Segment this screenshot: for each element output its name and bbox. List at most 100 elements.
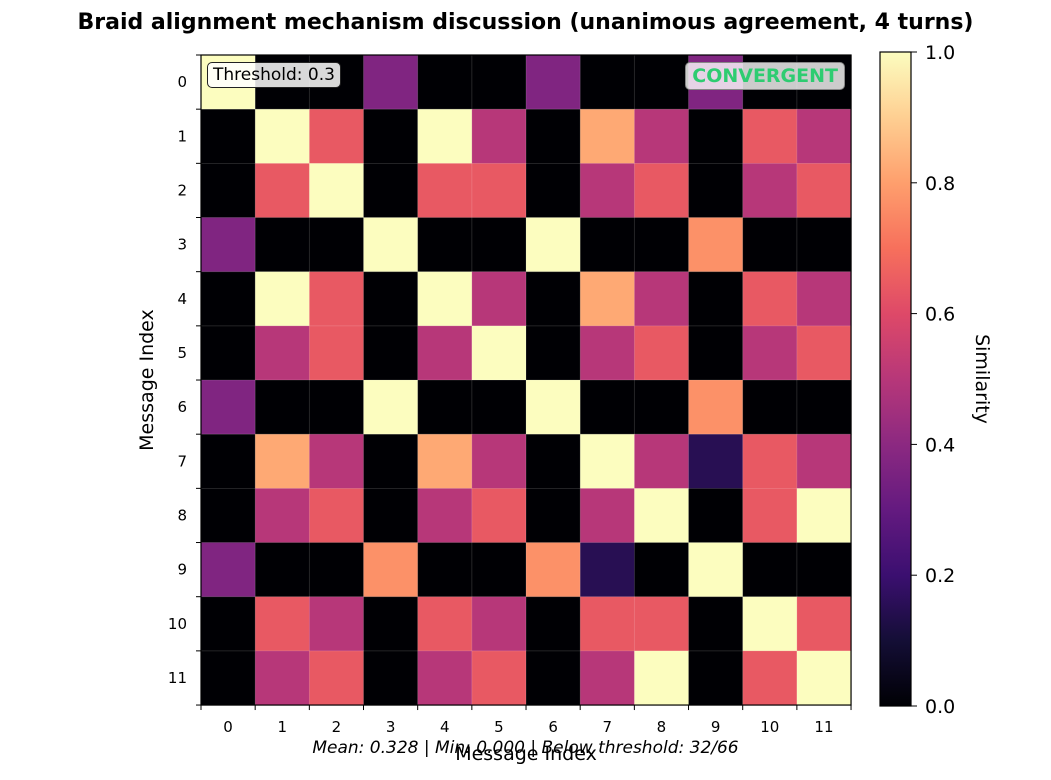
heatmap-cell <box>255 434 310 489</box>
colorbar-ticks: 0.0 0.2 0.4 0.6 0.8 1.0 <box>911 42 955 718</box>
heatmap-cell <box>471 542 527 598</box>
heatmap-cell <box>471 163 527 219</box>
heatmap-cell <box>255 109 310 164</box>
heatmap-grid <box>201 55 852 706</box>
x-tick-label: 2 <box>332 718 342 736</box>
heatmap-cell <box>471 109 527 164</box>
x-tick-label: 8 <box>657 718 667 736</box>
heatmap-cell <box>309 109 365 164</box>
heatmap-cell <box>363 109 419 164</box>
heatmap-cell <box>688 217 744 273</box>
heatmap-cell <box>417 271 473 327</box>
heatmap-cell <box>634 271 690 327</box>
heatmap-cell <box>796 325 852 381</box>
heatmap-cell <box>526 650 581 706</box>
heatmap-cell <box>742 650 798 706</box>
status-badge: CONVERGENT <box>685 62 845 90</box>
heatmap-cell <box>526 109 581 164</box>
heatmap-cells <box>201 55 852 706</box>
heatmap-cell <box>634 434 690 489</box>
x-tick-label: 7 <box>603 718 613 736</box>
y-tick-label: 9 <box>177 561 187 579</box>
heatmap-cell <box>526 217 581 273</box>
heatmap-cell <box>526 488 581 544</box>
heatmap-cell <box>471 217 527 273</box>
heatmap-cell <box>580 380 635 435</box>
heatmap-cell <box>471 271 527 327</box>
heatmap-cell <box>634 109 690 164</box>
heatmap-cell <box>688 325 744 381</box>
heatmap-cell <box>201 325 256 381</box>
heatmap-cell <box>742 109 798 164</box>
x-tick-label: 5 <box>494 718 504 736</box>
heatmap-cell <box>634 325 690 381</box>
heatmap-cell <box>580 163 635 219</box>
heatmap-cell <box>742 163 798 219</box>
x-tick-label: 0 <box>223 718 233 736</box>
heatmap-cell <box>471 488 527 544</box>
heatmap-cell <box>417 217 473 273</box>
heatmap-cell <box>201 380 256 435</box>
heatmap-cell <box>796 488 852 544</box>
heatmap-cell <box>417 55 473 110</box>
heatmap-cell <box>742 488 798 544</box>
heatmap-cell <box>688 163 744 219</box>
heatmap-cell <box>742 434 798 489</box>
heatmap-cell <box>580 650 635 706</box>
heatmap-cell <box>634 542 690 598</box>
heatmap-cell <box>417 488 473 544</box>
heatmap-cell <box>201 434 256 489</box>
heatmap-cell <box>580 217 635 273</box>
heatmap-cell <box>742 542 798 598</box>
heatmap-cell <box>363 271 419 327</box>
y-tick-label: 5 <box>177 344 187 362</box>
heatmap-cell <box>688 542 744 598</box>
heatmap-cell <box>309 217 365 273</box>
heatmap-cell <box>309 488 365 544</box>
heatmap-cell <box>742 380 798 435</box>
y-tick-label: 2 <box>177 181 187 199</box>
heatmap-cell <box>201 163 256 219</box>
heatmap-cell <box>309 163 365 219</box>
colorbar-tick-label: 1.0 <box>925 42 955 64</box>
heatmap-cell <box>201 109 256 164</box>
heatmap-cell <box>796 542 852 598</box>
heatmap-cell <box>526 596 581 652</box>
y-tick-label: 7 <box>177 452 187 470</box>
heatmap-cell <box>363 596 419 652</box>
heatmap-cell <box>688 271 744 327</box>
heatmap-cell <box>742 596 798 652</box>
heatmap-cell <box>526 271 581 327</box>
y-tick-label: 3 <box>177 236 187 254</box>
heatmap-cell <box>417 163 473 219</box>
x-tick-label: 9 <box>711 718 721 736</box>
heatmap-cell <box>580 55 635 110</box>
heatmap-cell <box>796 271 852 327</box>
heatmap-cell <box>255 325 310 381</box>
heatmap-cell <box>580 271 635 327</box>
y-axis-ticks: 0 1 2 3 4 5 6 7 8 9 10 11 <box>168 54 201 706</box>
heatmap-cell <box>688 488 744 544</box>
heatmap-cell <box>201 217 256 273</box>
heatmap-cell <box>309 650 365 706</box>
colorbar-tick-label: 0.2 <box>925 565 955 587</box>
x-tick-label: 3 <box>386 718 396 736</box>
heatmap-cell <box>580 434 635 489</box>
y-tick-label: 10 <box>168 615 187 633</box>
heatmap-cell <box>363 55 419 110</box>
heatmap-cell <box>201 650 256 706</box>
heatmap-cell <box>688 434 744 489</box>
heatmap-cell <box>417 650 473 706</box>
heatmap-cell <box>201 488 256 544</box>
heatmap-cell <box>796 109 852 164</box>
heatmap-cell <box>255 542 310 598</box>
heatmap-cell <box>526 542 581 598</box>
chart-title: Braid alignment mechanism discussion (un… <box>77 10 974 35</box>
heatmap-cell <box>634 650 690 706</box>
heatmap-cell <box>688 380 744 435</box>
heatmap-cell <box>634 488 690 544</box>
heatmap-cell <box>796 217 852 273</box>
heatmap-cell <box>417 434 473 489</box>
colorbar-label: Similarity <box>971 334 993 424</box>
heatmap-cell <box>634 55 690 110</box>
